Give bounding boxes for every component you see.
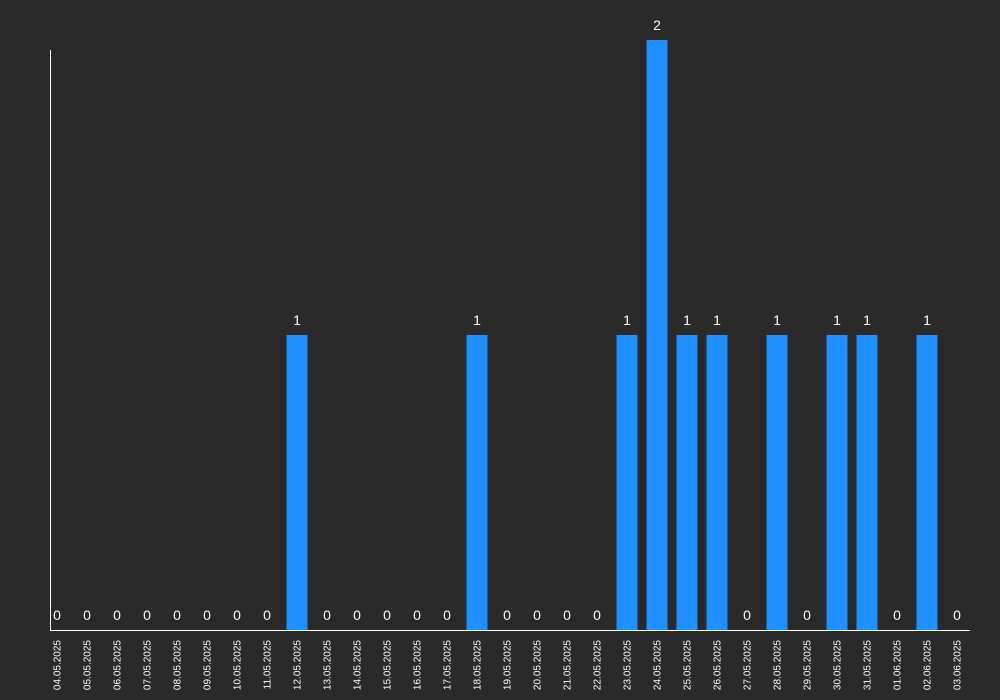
- x-tick-label-16.05.2025: 16.05.2025: [413, 640, 424, 690]
- x-tick-label-20.05.2025: 20.05.2025: [533, 640, 544, 690]
- x-tick-label-11.05.2025: 11.05.2025: [263, 640, 274, 690]
- data-label-29.05.2025: 0: [803, 607, 811, 623]
- x-tick-label-13.05.2025: 13.05.2025: [323, 640, 334, 690]
- bar-24.05.2025: [646, 40, 668, 630]
- data-label-21.05.2025: 0: [563, 607, 571, 623]
- x-tick-label-25.05.2025: 25.05.2025: [683, 640, 694, 690]
- x-tick-label-31.05.2025: 31.05.2025: [863, 640, 874, 690]
- x-tick-label-28.05.2025: 28.05.2025: [773, 640, 784, 690]
- x-tick-label-09.05.2025: 09.05.2025: [203, 640, 214, 690]
- bar-26.05.2025: [706, 335, 728, 630]
- x-tick-label-15.05.2025: 15.05.2025: [383, 640, 394, 690]
- bar-18.05.2025: [466, 335, 488, 630]
- x-tick-label-07.05.2025: 07.05.2025: [143, 640, 154, 690]
- data-label-07.05.2025: 0: [143, 607, 151, 623]
- bar-31.05.2025: [856, 335, 878, 630]
- data-label-27.05.2025: 0: [743, 607, 751, 623]
- data-label-16.05.2025: 0: [413, 607, 421, 623]
- data-label-18.05.2025: 1: [473, 312, 481, 328]
- x-tick-label-21.05.2025: 21.05.2025: [563, 640, 574, 690]
- x-tick-label-03.06.2025: 03.06.2025: [953, 640, 964, 690]
- x-tick-label-02.06.2025: 02.06.2025: [923, 640, 934, 690]
- x-tick-label-30.05.2025: 30.05.2025: [833, 640, 844, 690]
- data-label-04.05.2025: 0: [53, 607, 61, 623]
- bar-02.06.2025: [916, 335, 938, 630]
- data-label-13.05.2025: 0: [323, 607, 331, 623]
- data-label-19.05.2025: 0: [503, 607, 511, 623]
- data-label-30.05.2025: 1: [833, 312, 841, 328]
- data-label-31.05.2025: 1: [863, 312, 871, 328]
- x-tick-label-27.05.2025: 27.05.2025: [743, 640, 754, 690]
- bar-12.05.2025: [286, 335, 308, 630]
- bar-25.05.2025: [676, 335, 698, 630]
- data-label-24.05.2025: 2: [653, 17, 661, 33]
- data-label-11.05.2025: 0: [263, 607, 271, 623]
- x-tick-label-01.06.2025: 01.06.2025: [893, 640, 904, 690]
- data-label-28.05.2025: 1: [773, 312, 781, 328]
- data-label-14.05.2025: 0: [353, 607, 361, 623]
- data-label-17.05.2025: 0: [443, 607, 451, 623]
- x-tick-label-17.05.2025: 17.05.2025: [443, 640, 454, 690]
- bar-30.05.2025: [826, 335, 848, 630]
- data-label-23.05.2025: 1: [623, 312, 631, 328]
- x-tick-label-22.05.2025: 22.05.2025: [593, 640, 604, 690]
- data-label-15.05.2025: 0: [383, 607, 391, 623]
- bars: [286, 40, 938, 630]
- data-label-05.05.2025: 0: [83, 607, 91, 623]
- data-label-03.06.2025: 0: [953, 607, 961, 623]
- x-tick-label-24.05.2025: 24.05.2025: [653, 640, 664, 690]
- data-label-25.05.2025: 1: [683, 312, 691, 328]
- data-label-26.05.2025: 1: [713, 312, 721, 328]
- x-tick-label-10.05.2025: 10.05.2025: [233, 640, 244, 690]
- data-labels: 0 0 0 0 0 0 0 0 1 0 0 0 0 0 1 0 0 0 0 1 2 1 1 0 1 0 1 1 0 1 0: [53, 17, 961, 623]
- x-tick-label-04.05.2025: 04.05.2025: [53, 640, 64, 690]
- data-label-01.06.2025: 0: [893, 607, 901, 623]
- bar-28.05.2025: [766, 335, 788, 630]
- bar-23.05.2025: [616, 335, 638, 630]
- data-label-08.05.2025: 0: [173, 607, 181, 623]
- data-label-09.05.2025: 0: [203, 607, 211, 623]
- x-tick-label-19.05.2025: 19.05.2025: [503, 640, 514, 690]
- x-tick-label-18.05.2025: 18.05.2025: [473, 640, 484, 690]
- data-label-02.06.2025: 1: [923, 312, 931, 328]
- data-label-22.05.2025: 0: [593, 607, 601, 623]
- data-label-20.05.2025: 0: [533, 607, 541, 623]
- x-tick-label-06.05.2025: 06.05.2025: [113, 640, 124, 690]
- x-tick-label-26.05.2025: 26.05.2025: [713, 640, 724, 690]
- x-tick-label-23.05.2025: 23.05.2025: [623, 640, 634, 690]
- x-tick-label-05.05.2025: 05.05.2025: [83, 640, 94, 690]
- x-tick-label-29.05.2025: 29.05.2025: [803, 640, 814, 690]
- data-label-10.05.2025: 0: [233, 607, 241, 623]
- x-tick-labels: 04.05.2025 05.05.2025 06.05.2025 07.05.2025…: [53, 640, 964, 690]
- data-label-12.05.2025: 1: [293, 312, 301, 328]
- x-tick-label-14.05.2025: 14.05.2025: [353, 640, 364, 690]
- axes: [50, 50, 970, 631]
- x-tick-label-08.05.2025: 08.05.2025: [173, 640, 184, 690]
- data-label-06.05.2025: 0: [113, 607, 121, 623]
- x-tick-label-12.05.2025: 12.05.2025: [293, 640, 304, 690]
